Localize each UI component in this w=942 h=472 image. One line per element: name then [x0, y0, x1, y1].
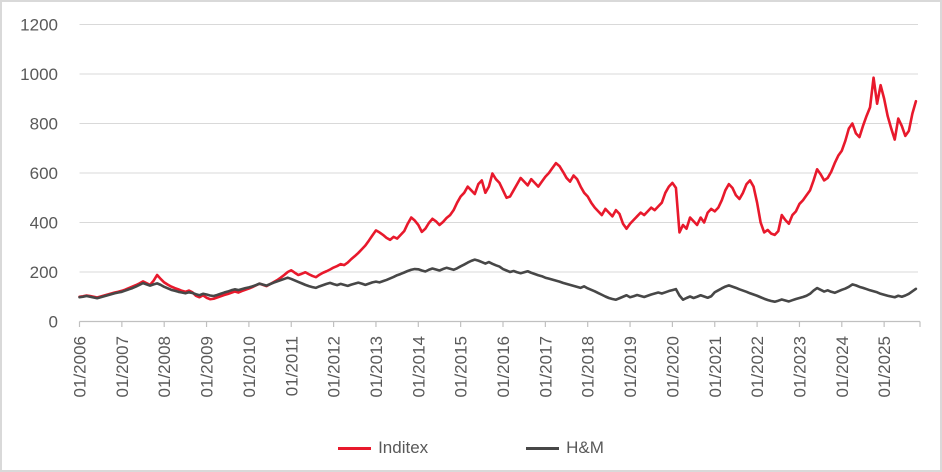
- x-axis-label: 01/2024: [833, 336, 852, 397]
- x-axis-label: 01/2010: [240, 336, 259, 397]
- x-axis-label: 01/2013: [367, 336, 386, 397]
- x-axis-label: 01/2008: [155, 336, 174, 397]
- x-axis-label: 01/2011: [282, 336, 301, 396]
- y-axis-label: 800: [30, 115, 58, 134]
- x-axis-label: 01/2025: [875, 336, 894, 397]
- x-axis-label: 01/2020: [663, 336, 682, 397]
- x-axis-label: 01/2006: [71, 336, 90, 397]
- legend-item-inditex: Inditex: [338, 438, 428, 458]
- x-axis-label: 01/2009: [198, 336, 217, 397]
- y-axis-label: 0: [49, 313, 58, 332]
- x-axis-label: 01/2014: [409, 336, 428, 397]
- inditex-line-swatch: [338, 446, 372, 450]
- y-axis-label: 400: [30, 214, 58, 233]
- legend-item-hm: H&M: [526, 438, 604, 458]
- legend-label-hm: H&M: [566, 438, 604, 457]
- y-axis-label: 1000: [20, 65, 58, 84]
- x-axis-label: 01/2015: [452, 336, 471, 397]
- x-axis-label: 01/2007: [113, 336, 132, 397]
- x-axis-label: 01/2012: [325, 336, 344, 397]
- y-axis-label: 200: [30, 263, 58, 282]
- legend-label-inditex: Inditex: [378, 438, 429, 457]
- x-axis-label: 01/2016: [494, 336, 513, 397]
- y-axis-label: 600: [30, 164, 58, 183]
- inditex-line: [78, 76, 918, 301]
- hm-line-swatch: [526, 446, 560, 450]
- x-axis-label: 01/2018: [579, 336, 598, 397]
- x-axis-label: 01/2022: [748, 336, 767, 397]
- y-axis-label: 1200: [20, 16, 58, 35]
- x-axis-label: 01/2017: [536, 336, 555, 397]
- x-axis-label: 01/2021: [706, 336, 725, 397]
- x-axis-label: 01/2019: [621, 336, 640, 397]
- x-axis-label: 01/2023: [790, 336, 809, 397]
- hm-line: [78, 258, 918, 304]
- chart-legend: Inditex H&M: [0, 438, 942, 458]
